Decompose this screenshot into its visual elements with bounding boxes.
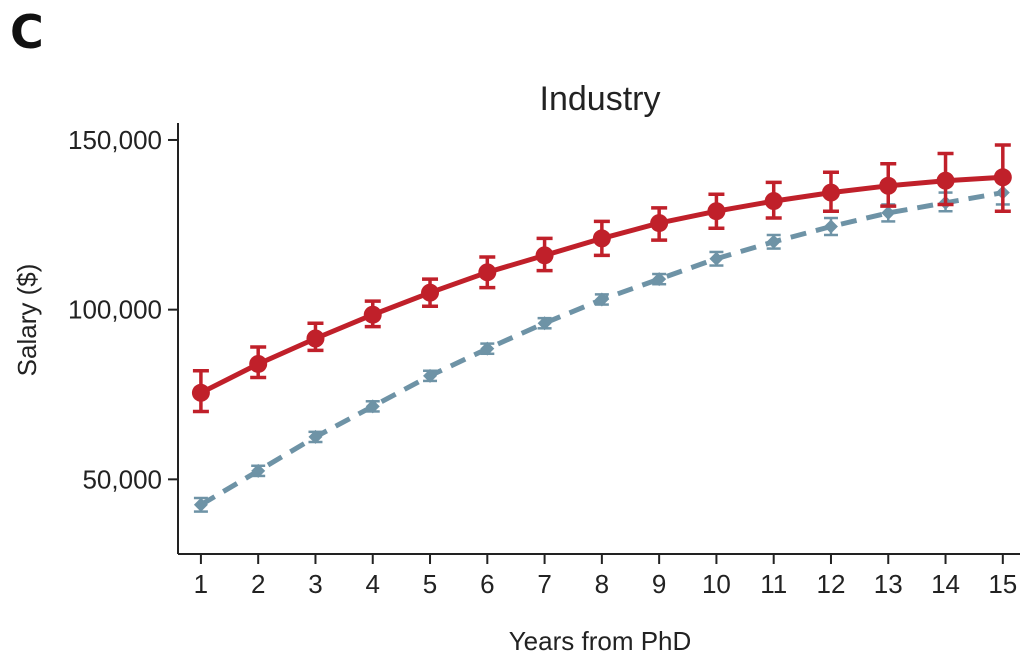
series-layer	[191, 143, 1012, 513]
data-point	[478, 263, 497, 282]
data-point	[535, 246, 554, 265]
x-tick-label: 10	[702, 569, 731, 599]
x-tick-label: 4	[366, 569, 380, 599]
y-tick-label: 100,000	[68, 295, 162, 325]
data-point	[709, 251, 724, 266]
x-tick-label: 3	[308, 569, 322, 599]
data-point	[936, 171, 955, 190]
x-tick-label: 6	[480, 569, 494, 599]
data-point	[537, 316, 552, 331]
data-point	[879, 176, 898, 195]
data-point	[365, 399, 380, 414]
data-point	[421, 283, 440, 302]
data-point	[308, 429, 323, 444]
data-point	[249, 354, 268, 373]
y-axis-label: Salary ($)	[12, 264, 42, 377]
chart-title: Industry	[540, 80, 661, 118]
y-tick-label: 50,000	[82, 464, 162, 494]
x-ticks: 1 2 3 4 5 6 7 8 9 10 11 12 13 14 15	[194, 554, 1017, 599]
x-tick-label: 14	[931, 569, 960, 599]
data-point	[652, 272, 667, 287]
data-point	[423, 368, 438, 383]
data-point	[251, 463, 266, 478]
data-point	[707, 202, 726, 221]
x-tick-label: 2	[251, 569, 265, 599]
series-line	[199, 174, 1003, 396]
x-tick-label: 11	[760, 569, 787, 599]
x-tick-label: 13	[874, 569, 903, 599]
data-point	[592, 229, 611, 248]
data-point	[363, 305, 382, 324]
data-point	[193, 497, 208, 512]
y-tick-label: 150,000	[68, 125, 162, 155]
x-tick-label: 1	[194, 569, 208, 599]
data-point	[480, 341, 495, 356]
data-point	[306, 329, 325, 348]
data-point	[650, 214, 669, 233]
data-point	[766, 234, 781, 249]
x-tick-label: 8	[595, 569, 609, 599]
data-point	[993, 168, 1012, 187]
series-2	[193, 179, 1010, 513]
panel-label: C	[10, 5, 44, 59]
data-point	[191, 383, 210, 402]
x-tick-label: 9	[652, 569, 666, 599]
data-point	[823, 219, 838, 234]
data-point	[594, 292, 609, 307]
x-tick-label: 15	[988, 569, 1017, 599]
data-point	[881, 205, 896, 220]
data-point	[764, 192, 783, 211]
series-1	[191, 143, 1012, 414]
x-tick-label: 7	[537, 569, 551, 599]
x-tick-label: 5	[423, 569, 437, 599]
x-tick-label: 12	[817, 569, 846, 599]
data-point	[821, 183, 840, 202]
y-ticks: 50,000 100,000 150,000	[68, 125, 178, 494]
x-axis-label: Years from PhD	[509, 626, 692, 656]
